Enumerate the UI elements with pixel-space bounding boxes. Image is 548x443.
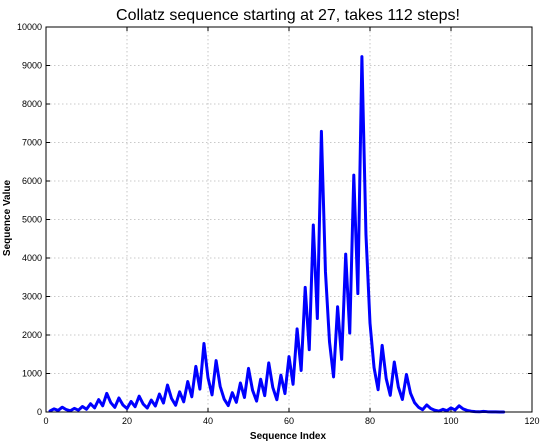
grid	[46, 27, 532, 412]
y-tick-label: 7000	[22, 138, 42, 148]
x-tick-label: 20	[122, 416, 132, 426]
y-tick-label: 9000	[22, 61, 42, 71]
x-tick-label: 100	[443, 416, 458, 426]
series-line-0	[48, 55, 506, 414]
plot-frame	[45, 26, 533, 413]
chart-title: Collatz sequence starting at 27, takes 1…	[116, 7, 460, 24]
series-layer	[48, 55, 506, 414]
y-tick-label: 4000	[22, 253, 42, 263]
y-tick-label: 6000	[22, 176, 42, 186]
x-tick-label: 40	[203, 416, 213, 426]
y-tick-label: 8000	[22, 99, 42, 109]
y-tick-label: 3000	[22, 292, 42, 302]
x-tick-label: 60	[284, 416, 294, 426]
y-axis-label: Sequence Value	[2, 179, 13, 256]
x-tick-label: 80	[365, 416, 375, 426]
y-tick-label: 1000	[22, 369, 42, 379]
y-tick-label: 10000	[17, 22, 42, 32]
y-tick-label: 5000	[22, 215, 42, 225]
x-tick-label: 0	[43, 416, 48, 426]
x-tick-label: 120	[524, 416, 539, 426]
y-tick-label: 2000	[22, 330, 42, 340]
y-tick-label: 0	[37, 407, 42, 417]
axis-ticks: 0 20 40 60 80 100 120 0 1000 2000 3000 4000 5000 6000…	[17, 22, 540, 426]
x-axis-label: Sequence Index	[250, 431, 327, 442]
